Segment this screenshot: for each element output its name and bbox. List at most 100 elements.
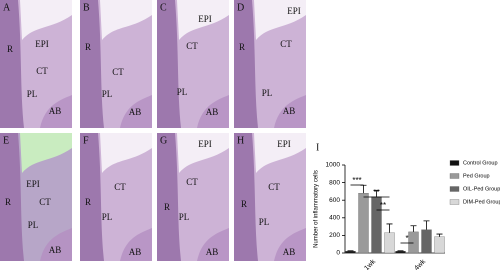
y-tick-label: 800 <box>329 179 340 186</box>
tissue-label: CT <box>186 177 198 187</box>
x-tick-label: 1wk <box>363 258 377 270</box>
tissue-label: R <box>241 199 247 209</box>
bar <box>421 229 432 254</box>
root <box>157 0 181 128</box>
bone <box>197 228 229 261</box>
error-bar <box>436 233 443 237</box>
panel-label: C <box>160 2 167 13</box>
panel: D R EPI CT PL AB <box>234 0 306 128</box>
bar <box>395 251 406 254</box>
upper-area <box>100 133 152 173</box>
tissue-label: CT <box>39 197 51 207</box>
legend-swatch <box>449 173 460 179</box>
error-bar <box>373 190 380 197</box>
panel: C EPI CT PL AB <box>157 0 229 128</box>
tissue-label: PL <box>262 88 273 98</box>
tissue-label: EPI <box>198 139 212 149</box>
bar <box>384 232 395 254</box>
tissue-label: CT <box>268 182 280 192</box>
tissue-label: R <box>5 197 11 207</box>
y-tick-label: 400 <box>329 215 340 222</box>
tissue-label: AB <box>49 245 62 255</box>
root <box>234 133 258 261</box>
legend-label: OIL-Ped Group <box>463 186 500 192</box>
error-bar <box>423 220 430 230</box>
panel-label: G <box>160 135 167 146</box>
y-tick-label: 600 <box>329 197 340 204</box>
bone <box>40 228 72 261</box>
tissue-label: EPI <box>198 14 212 24</box>
tissue-label: R <box>164 202 170 212</box>
root <box>80 133 104 261</box>
tissue-label: CT <box>186 41 198 51</box>
tissue-label: AB <box>206 247 219 257</box>
tissue-label: PL <box>179 212 190 222</box>
bone <box>197 95 229 128</box>
panel: A R EPI CT PL AB <box>0 0 72 128</box>
error-bar <box>410 225 417 232</box>
root <box>0 0 24 128</box>
tissue-label: R <box>85 42 91 52</box>
tissue-label: PL <box>28 220 39 230</box>
panel-label: A <box>3 2 11 13</box>
error-bar <box>386 223 393 233</box>
bar <box>345 251 356 254</box>
tissue-label: PL <box>259 217 270 227</box>
significance-label: * <box>405 234 408 243</box>
tissue-label: PL <box>102 212 113 222</box>
legend-swatch <box>449 199 460 205</box>
root <box>0 133 24 261</box>
panel: H R EPI CT PL AB <box>234 133 306 261</box>
tissue-label: PL <box>177 87 188 97</box>
bar <box>434 236 445 254</box>
tissue-label: AB <box>283 247 296 257</box>
tissue-label: AB <box>49 106 62 116</box>
legend-label: Control Group <box>463 160 498 166</box>
tissue-label: EPI <box>287 6 301 16</box>
y-tick-label: 0 <box>336 250 340 257</box>
tissue-label: R <box>7 44 13 54</box>
tissue-label: AB <box>129 107 142 117</box>
upper-area <box>20 0 72 40</box>
panel-label: D <box>237 2 244 13</box>
root <box>234 0 258 128</box>
y-axis-label: Number of inflammatory cells <box>314 170 320 248</box>
tissue-label: R <box>85 197 91 207</box>
significance-label: ** <box>373 188 379 197</box>
panel-label: B <box>83 2 90 13</box>
upper-area <box>254 0 306 40</box>
significance-label: *** <box>352 176 361 185</box>
x-tick-label: 4wk <box>413 258 427 270</box>
tissue-label: EPI <box>26 179 40 189</box>
bone <box>274 95 306 128</box>
bar <box>408 231 419 254</box>
tissue-label: EPI <box>277 139 291 149</box>
bone <box>40 95 72 128</box>
tissue-label: CT <box>114 182 126 192</box>
y-tick-label: 1000 <box>326 162 341 169</box>
tissue-label: AB <box>129 247 142 257</box>
upper-area <box>20 133 72 173</box>
legend-swatch <box>449 186 460 192</box>
tissue-label: CT <box>112 67 124 77</box>
root <box>157 133 181 261</box>
root <box>80 0 104 128</box>
upper-area <box>100 0 152 40</box>
tissue-label: CT <box>280 39 292 49</box>
tissue-label: EPI <box>35 39 49 49</box>
panel-label: I <box>316 142 319 153</box>
upper-area <box>177 133 229 173</box>
bar <box>358 193 369 254</box>
bone <box>274 228 306 261</box>
significance-label: ** <box>380 201 386 210</box>
y-tick-label: 200 <box>329 232 340 239</box>
tissue-label: R <box>239 42 245 52</box>
panel-label: H <box>237 135 244 146</box>
tissue-label: AB <box>283 106 296 116</box>
legend-swatch <box>449 160 460 166</box>
error-bar <box>360 184 367 194</box>
upper-area <box>177 0 229 40</box>
panel: E R EPI CT PL AB <box>0 133 72 261</box>
tissue-label: CT <box>36 66 48 76</box>
